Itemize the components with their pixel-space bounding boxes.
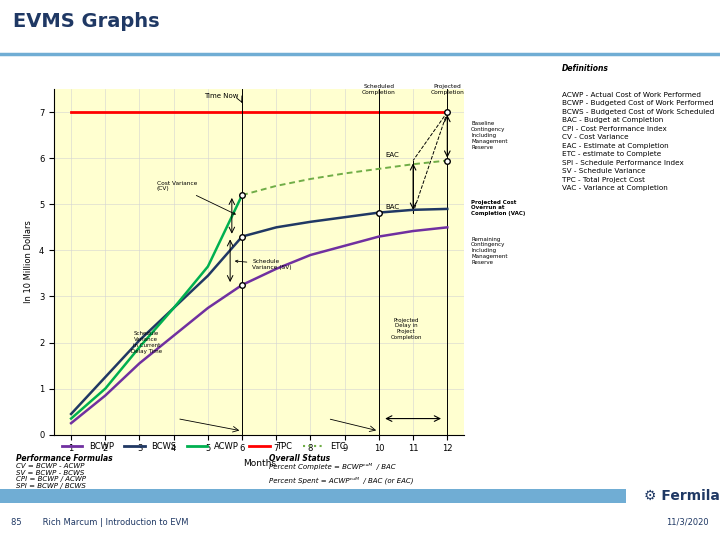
Text: Scheduled
Completion: Scheduled Completion [362, 84, 396, 94]
Bar [0, 489, 626, 503]
Text: Time Now: Time Now [204, 93, 238, 99]
Y-axis label: In 10 Million Dollars: In 10 Million Dollars [24, 220, 33, 303]
Text: Overall Status: Overall Status [269, 454, 330, 463]
Text: EVMS Graphs: EVMS Graphs [13, 12, 160, 31]
Text: Projected
Delay in
Project
Completion: Projected Delay in Project Completion [390, 318, 422, 340]
Text: Percent Spent = ACWPᶜᵘᴹ  / BAC (or EAC): Percent Spent = ACWPᶜᵘᴹ / BAC (or EAC) [269, 476, 414, 484]
Text: ⚙ Fermilab: ⚙ Fermilab [644, 489, 720, 503]
Text: Cost Variance
(CV): Cost Variance (CV) [156, 181, 235, 214]
Legend: BCWP, BCWS, ACWP, TPC, ETC: BCWP, BCWS, ACWP, TPC, ETC [58, 438, 349, 454]
Text: EAC: EAC [386, 152, 400, 158]
Text: 85        Rich Marcum | Introduction to EVM: 85 Rich Marcum | Introduction to EVM [11, 517, 189, 526]
Text: Definitions: Definitions [562, 64, 609, 73]
Text: CV = BCWP - ACWP
SV = BCWP - BCWS: CV = BCWP - ACWP SV = BCWP - BCWS [16, 463, 84, 476]
Text: Baseline
Contingency
Including
Management
Reserve: Baseline Contingency Including Managemen… [471, 122, 508, 150]
Text: BAC: BAC [386, 204, 400, 210]
Text: 11/3/2020: 11/3/2020 [667, 517, 709, 526]
Text: Performance Formulas: Performance Formulas [16, 454, 112, 463]
Text: Schedule
Variance (SV): Schedule Variance (SV) [235, 259, 292, 270]
Text: Schedule
Variance
in Current
Delay Time: Schedule Variance in Current Delay Time [131, 332, 162, 354]
Text: Projected Cost
Overrun at
Completion (VAC): Projected Cost Overrun at Completion (VA… [471, 200, 526, 217]
Text: ACWP - Actual Cost of Work Performed
BCWP - Budgeted Cost of Work Performed
BCWS: ACWP - Actual Cost of Work Performed BCW… [562, 92, 714, 192]
Text: Percent Complete = BCWPᶜᵘᴹ  / BAC: Percent Complete = BCWPᶜᵘᴹ / BAC [269, 463, 396, 470]
Text: CPI = BCWP / ACWP
SPI = BCWP / BCWS
VAC = BAC - EAC: CPI = BCWP / ACWP SPI = BCWP / BCWS VAC … [16, 476, 86, 496]
Text: Projected
Completion: Projected Completion [431, 84, 464, 94]
X-axis label: Months: Months [243, 459, 276, 468]
Text: Remaining
Contingency
Including
Management
Reserve: Remaining Contingency Including Manageme… [471, 237, 508, 265]
